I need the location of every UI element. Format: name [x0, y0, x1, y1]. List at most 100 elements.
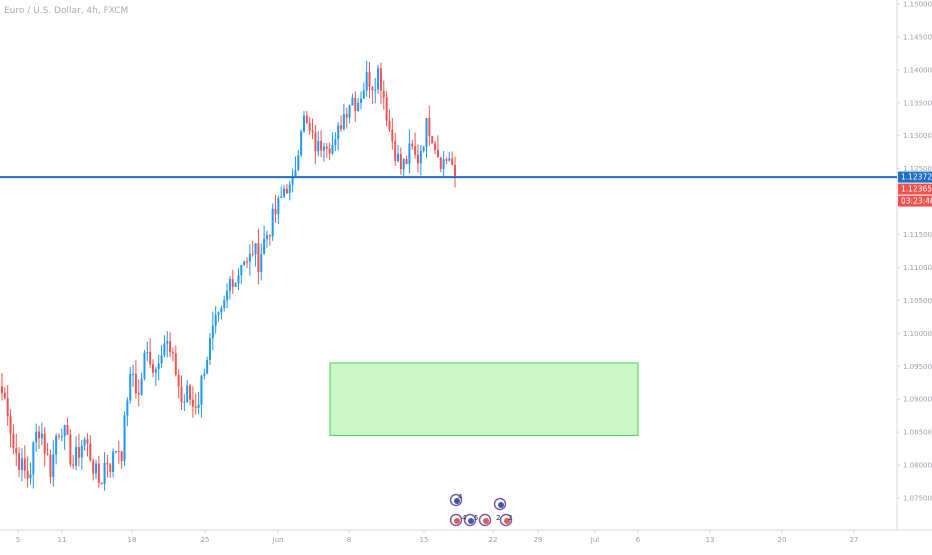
candle-body [220, 307, 223, 313]
candle-body [431, 136, 434, 144]
time-tick-label: 20 [778, 536, 787, 544]
candle-body [40, 433, 43, 439]
candle-body [120, 451, 123, 462]
time-tick-label: Jun [272, 536, 284, 544]
candle-body [374, 89, 377, 91]
candle-body [208, 338, 211, 361]
candle-body [206, 360, 209, 374]
candle-body [291, 176, 294, 185]
candle-body [134, 373, 137, 394]
candle-body [385, 97, 388, 121]
candle-body [257, 243, 260, 272]
candle-body [416, 154, 419, 164]
candle-body [237, 275, 240, 284]
candle-body [183, 401, 186, 403]
candle-body [340, 125, 343, 130]
candle-body [114, 451, 117, 453]
candle-body [20, 458, 23, 470]
candle-body [402, 159, 405, 170]
candle-body [365, 72, 368, 91]
candle-body [166, 341, 169, 344]
candles [1, 60, 456, 491]
candle-body [123, 415, 126, 462]
candle-body [157, 363, 160, 370]
candle-body [211, 325, 214, 339]
candle-body [6, 398, 9, 417]
candle-body [442, 159, 445, 169]
candle-body [368, 72, 371, 88]
price-tick-label: 1.09500 [903, 363, 932, 371]
candle-body [46, 453, 49, 455]
candle-body [317, 140, 320, 152]
candle-body [12, 434, 15, 448]
candle-body [177, 374, 180, 387]
level-price-tag: 1.12372 [901, 173, 932, 182]
candle-body [214, 314, 217, 326]
candle-body [351, 97, 354, 106]
candle-body [32, 442, 35, 475]
price-tick-label: 1.14500 [903, 33, 932, 41]
candle-body [448, 158, 451, 161]
price-tick-label: 1.08000 [903, 462, 932, 470]
price-tick-label: 1.10000 [903, 330, 932, 338]
candle-body [362, 90, 365, 99]
event-flag-icon [498, 502, 504, 508]
demand-zone-rectangle[interactable] [329, 362, 639, 436]
candle-body [29, 474, 32, 479]
candle-body [451, 158, 454, 165]
candle-body [180, 386, 183, 403]
candle-body [1, 386, 3, 393]
candle-body [394, 141, 397, 161]
price-tags: 1.12372 1.12365 03:23:46 [898, 171, 932, 207]
candle-body [60, 436, 63, 438]
candle-body [100, 482, 103, 484]
candle-body [314, 132, 317, 152]
candle-body [300, 131, 303, 156]
time-tick-label: 11 [58, 536, 67, 544]
price-tick-label: 1.13500 [903, 99, 932, 107]
candle-body [425, 118, 428, 147]
candle-body [288, 184, 291, 194]
candle-body [391, 129, 394, 142]
demand-zone-layer [329, 362, 639, 436]
time-tick-label: 22 [489, 536, 498, 544]
candle-body [331, 145, 334, 154]
candle-body [97, 463, 100, 483]
candle-body [3, 392, 6, 399]
candle-body [268, 235, 271, 237]
candle-body [77, 447, 80, 458]
price-scale[interactable]: 1.15000 1.14500 1.14000 1.13500 1.13000 1.125… [897, 1, 932, 503]
candle-body [103, 462, 106, 484]
candle-body [354, 97, 357, 112]
candle-body [428, 118, 431, 137]
candle-body [35, 431, 38, 443]
time-tick-label: 27 [850, 536, 859, 544]
candle-body [72, 464, 75, 466]
candle-body [454, 164, 456, 178]
candle-body [163, 343, 166, 356]
candle-body [15, 447, 18, 454]
candle-body [169, 341, 172, 353]
candle-body [55, 435, 58, 455]
candle-body [411, 143, 414, 147]
event-flag-icon [454, 518, 460, 524]
time-tick-label: 5 [16, 536, 20, 544]
candle-body [117, 451, 120, 453]
candle-body [379, 68, 382, 91]
event-flag-icon [454, 498, 460, 504]
candle-body [439, 157, 442, 169]
candle-body [405, 159, 408, 165]
candle-body [274, 208, 277, 215]
candle-body [419, 150, 422, 164]
candle-body [106, 462, 109, 465]
candle-body [226, 290, 229, 301]
candle-body [246, 261, 249, 263]
candle-body [140, 378, 143, 395]
time-scale[interactable]: 5 11 18 25 Jun 8 15 22 29 Jul 6 13 20 27 [16, 530, 859, 544]
economic-events[interactable]: 44 5 2 2 [449, 493, 513, 527]
candle-body [171, 352, 174, 354]
symbol-title[interactable]: Euro / U.S. Dollar, 4h, FXCM [4, 6, 129, 16]
last-price-tag-bg [898, 183, 932, 195]
